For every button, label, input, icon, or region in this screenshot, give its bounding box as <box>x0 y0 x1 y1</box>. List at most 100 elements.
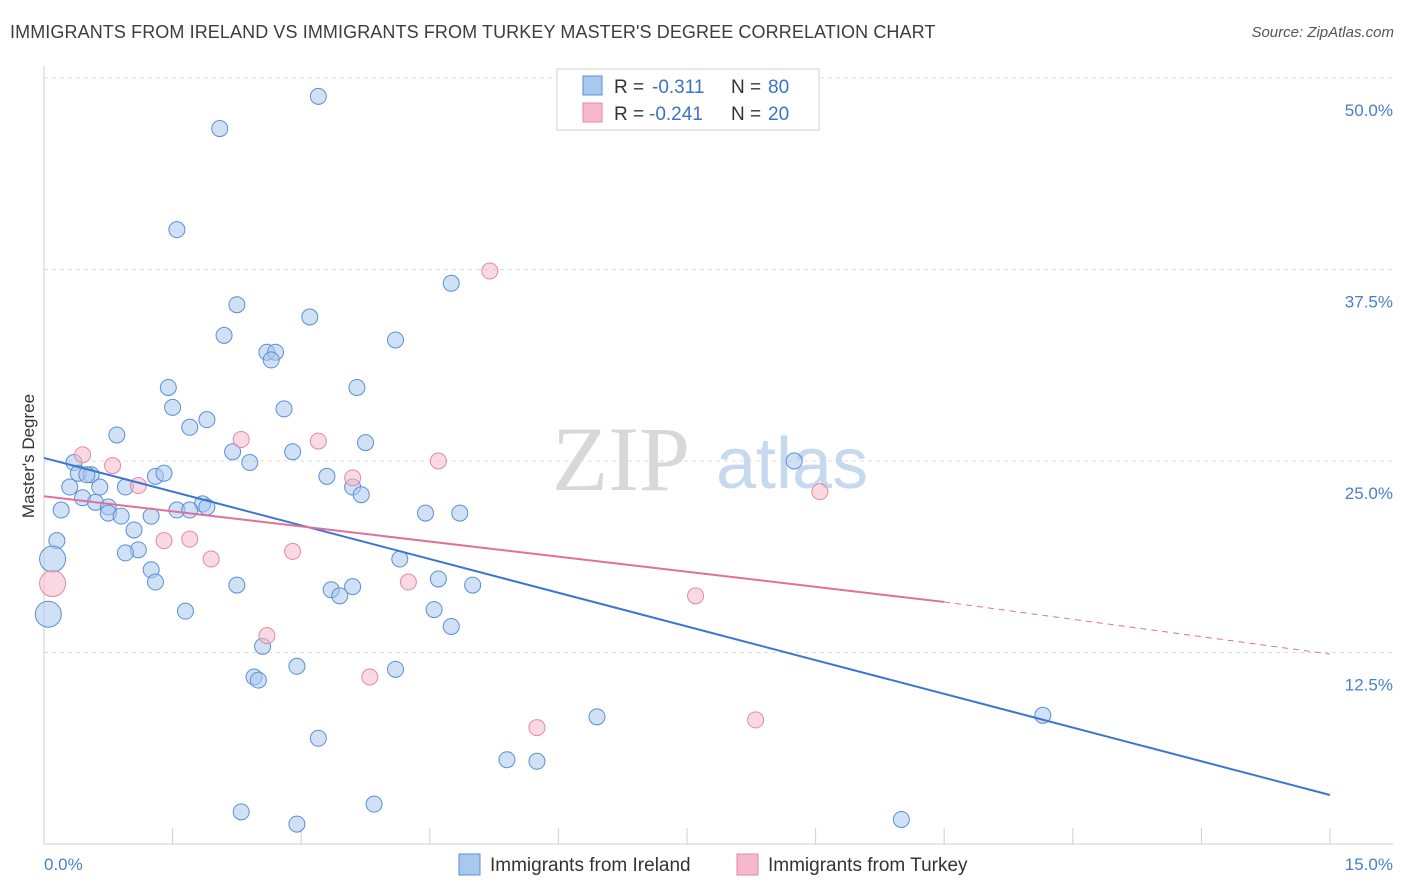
data-point <box>198 411 216 429</box>
data-point <box>348 378 366 396</box>
data-point <box>61 478 79 496</box>
trend-lines <box>43 456 1331 796</box>
chart-title: IMMIGRANTS FROM IRELAND VS IMMIGRANTS FR… <box>10 22 936 42</box>
data-point <box>464 576 482 594</box>
data-point <box>687 587 705 605</box>
data-point <box>104 457 122 475</box>
data-point <box>202 550 220 568</box>
data-point <box>232 803 250 821</box>
data-point <box>262 351 280 369</box>
axes <box>43 66 1393 845</box>
data-point <box>211 120 229 138</box>
data-point <box>309 432 327 450</box>
data-point <box>588 708 606 726</box>
y-tick-label: 50.0% <box>1345 101 1393 120</box>
data-point <box>164 398 182 416</box>
legend-n-label: N = <box>731 77 761 98</box>
data-point <box>892 810 910 828</box>
data-point <box>309 729 327 747</box>
data-point <box>181 501 199 519</box>
data-point <box>39 545 67 573</box>
legend-swatch-turkey <box>582 102 603 123</box>
data-point <box>442 274 460 292</box>
series-turkey-points <box>39 262 829 737</box>
y-tick-label: 25.0% <box>1345 484 1393 503</box>
grid-lines <box>44 77 1393 653</box>
data-point <box>528 752 546 770</box>
data-point <box>275 400 293 418</box>
data-point <box>159 378 177 396</box>
legend-n-value: 20 <box>768 104 789 125</box>
data-point <box>155 532 173 550</box>
series-ireland-points <box>34 87 1052 833</box>
data-point <box>228 296 246 314</box>
data-point <box>344 578 362 596</box>
data-point <box>288 657 306 675</box>
data-point <box>425 601 443 619</box>
y-tick-label: 12.5% <box>1345 676 1393 695</box>
x-tick-label: 15.0% <box>1345 855 1393 874</box>
data-point <box>39 570 67 598</box>
x-tick-labels: 0.0% 15.0% <box>44 855 1393 874</box>
data-point <box>224 443 242 461</box>
data-point <box>228 576 246 594</box>
data-point <box>284 542 302 560</box>
data-point <box>249 671 267 689</box>
watermark-zip: ZIP <box>552 408 690 510</box>
data-point <box>747 711 765 729</box>
data-point <box>168 221 186 239</box>
source-label: Source: ZipAtlas.com <box>1251 24 1394 41</box>
data-point <box>301 308 319 326</box>
data-point <box>417 504 435 522</box>
data-point <box>481 262 499 280</box>
data-point <box>155 464 173 482</box>
legend-r-value: -0.311 <box>652 77 704 98</box>
correlation-legend: R = -0.311 N = 80 R = -0.241 N = 20 <box>556 68 820 131</box>
data-point <box>387 660 405 678</box>
data-point <box>365 795 383 813</box>
y-tick-labels: 12.5% 25.0% 37.5% 50.0% <box>1345 101 1393 695</box>
trend-line-turkey-extension <box>944 601 1331 655</box>
legend-label-turkey: Immigrants from Turkey <box>768 855 968 876</box>
data-point <box>215 326 233 344</box>
data-point <box>91 478 109 496</box>
data-point <box>125 521 143 539</box>
data-point <box>142 507 160 525</box>
legend-swatch-ireland <box>582 75 603 96</box>
data-point <box>241 454 259 472</box>
data-point <box>429 570 447 588</box>
data-point <box>318 467 336 485</box>
data-point <box>74 446 92 464</box>
data-point <box>399 573 417 591</box>
data-point <box>176 602 194 620</box>
data-point <box>146 573 164 591</box>
trend-line-turkey <box>43 495 945 603</box>
data-point <box>344 469 362 487</box>
data-point <box>258 627 276 645</box>
legend-swatch-ireland <box>458 853 481 876</box>
data-point <box>116 544 134 562</box>
y-axis-label: Master's Degree <box>19 394 38 518</box>
data-point <box>352 486 370 504</box>
data-point <box>361 668 379 686</box>
data-point <box>284 443 302 461</box>
data-point <box>357 434 374 452</box>
legend-swatch-turkey <box>736 853 759 876</box>
legend-r-label: R = <box>614 77 644 98</box>
x-tick-label: 0.0% <box>44 855 83 874</box>
data-point <box>52 501 70 519</box>
watermark: ZIP atlas <box>552 408 868 510</box>
data-point <box>442 617 460 635</box>
data-point <box>129 477 147 495</box>
data-point <box>181 418 199 436</box>
series-legend: Immigrants from Ireland Immigrants from … <box>458 853 968 876</box>
data-point <box>108 426 126 444</box>
data-point <box>34 600 62 628</box>
data-point <box>498 751 516 769</box>
legend-label-ireland: Immigrants from Ireland <box>490 855 691 876</box>
data-point <box>288 815 306 833</box>
legend-r-label: R = <box>614 104 644 125</box>
data-point <box>331 587 349 605</box>
data-point <box>181 530 199 548</box>
